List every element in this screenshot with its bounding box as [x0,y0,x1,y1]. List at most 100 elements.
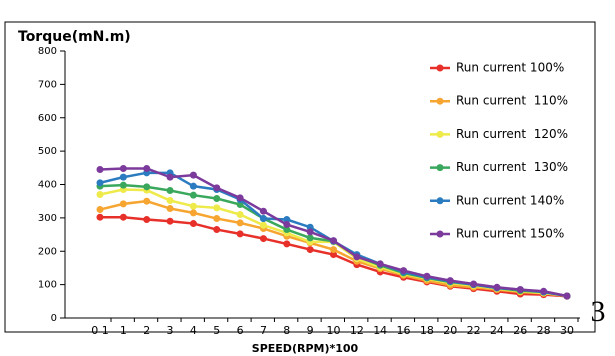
x-tick-label: 24 [490,324,504,337]
point [143,197,151,205]
y-tick-label: 200 [38,246,57,257]
point [119,200,127,208]
x-axis-label: SPEED(RPM)*100 [252,342,359,355]
point [330,237,337,245]
point [119,213,127,221]
point [213,184,221,192]
legend-marker [436,164,444,172]
point [259,207,267,215]
point [213,204,221,212]
point [259,221,267,229]
x-tick-label: 4 [190,324,197,337]
point [166,187,174,195]
point [306,228,314,236]
point [353,253,361,261]
x-tick-label: 18 [420,324,434,337]
point [213,215,221,223]
point [330,251,337,259]
point [283,221,291,229]
legend-marker [436,230,444,238]
y-tick-label: 100 [38,280,57,291]
point [189,209,197,217]
chart-title: Torque(mN.m) [18,29,131,45]
point [400,267,408,275]
point [423,272,431,280]
x-tick-label: 8 [283,324,290,337]
point [96,213,104,221]
point [119,173,127,181]
point [166,173,174,181]
legend-label: Run current 110% [456,94,568,108]
y-tick-label: 500 [38,146,57,157]
point [306,234,314,242]
x-tick-label: 1 [120,324,127,337]
x-tick-label: 22 [467,324,481,337]
legend-label: Run current 150% [456,227,564,241]
point [470,280,478,288]
x-tick-label: 28 [537,324,551,337]
point [259,215,267,223]
annotation: 3 [591,295,606,328]
legend-marker [436,64,444,72]
point [119,164,127,172]
x-tick-label: 16 [397,324,411,337]
point [283,216,291,224]
x-tick-label: 9 [307,324,314,337]
x-tick-label: 6 [237,324,244,337]
point [96,179,104,187]
x-tick-label: 10 [327,324,341,337]
y-tick-label: 700 [38,79,57,90]
y-tick-label: 400 [38,180,57,191]
point [189,191,197,199]
x-tick-label: 0 1 [91,324,109,337]
frame [4,21,596,333]
point [213,226,221,234]
point [96,206,104,214]
x-tick-label: 20 [443,324,457,337]
point [143,216,151,224]
y-tick-label: 300 [38,213,57,224]
x-tick-label: 14 [373,324,387,337]
point [259,235,267,243]
point [213,195,221,203]
legend-label: Run current 120% [456,127,568,141]
point [563,292,571,300]
point [96,191,104,199]
point [143,183,151,191]
point [166,205,174,213]
legend-label: Run current 100% [456,61,564,75]
point [236,211,244,219]
point [306,246,314,254]
point [166,217,174,225]
point [96,165,104,173]
x-tick-label: 12 [350,324,364,337]
point [236,194,244,202]
legend-label: Run current 140% [456,193,564,207]
point [540,287,548,295]
x-tick-label: 2 [143,324,150,337]
point [166,197,174,205]
x-tick-label: 3 [167,324,174,337]
x-tick-label: 5 [213,324,220,337]
point [236,219,244,227]
legend-label: Run current 130% [456,160,568,174]
point [189,220,197,228]
y-tick-label: 600 [38,113,57,124]
x-tick-label: 7 [260,324,267,337]
point [189,182,197,190]
y-tick-label: 800 [38,46,57,57]
point [376,260,384,268]
point [189,202,197,210]
point [283,240,291,248]
legend: Run current 100% Run current 110% Run curr… [430,61,568,241]
point [516,286,524,294]
x-tick-label: 30 [560,324,574,337]
point [119,181,127,189]
point [330,246,337,254]
point [236,201,244,209]
y-tick-label: 0 [51,313,57,324]
point [236,230,244,238]
point [446,277,454,285]
legend-marker [436,197,444,205]
